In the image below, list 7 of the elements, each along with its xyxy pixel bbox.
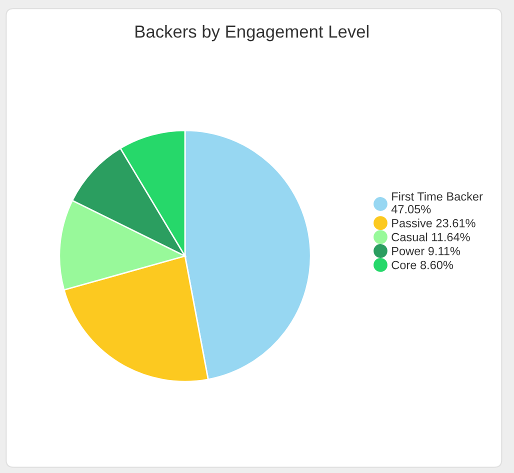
chart-title: Backers by Engagement Level: [136, 25, 368, 42]
legend-label: Power 9.11%: [392, 246, 460, 256]
legend-label: Casual 11.64%: [392, 232, 470, 242]
legend-label: Core 8.60%: [392, 260, 454, 270]
data-label: 47.05%: [391, 205, 431, 214]
legend-label: Passive 23.61%: [392, 218, 476, 228]
legend-label: First Time Backer: [392, 192, 483, 201]
